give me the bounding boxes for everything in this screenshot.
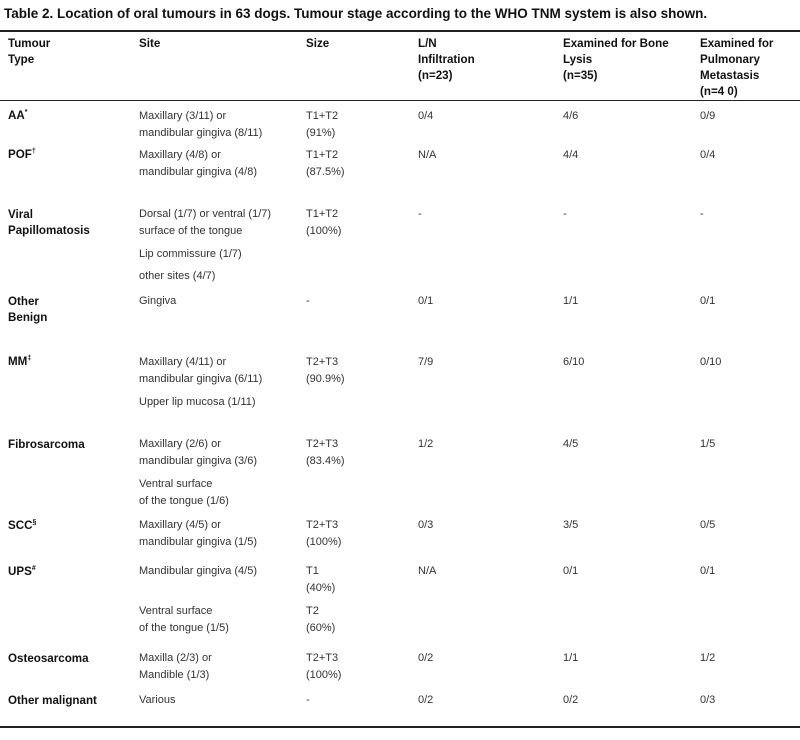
table-row-site: Mandibular gingiva (4/5) [139, 565, 258, 577]
table-row-bone: 6/10 [563, 356, 585, 368]
table-row-site-extra: Ventral surface of the tongue (1/6) [139, 478, 229, 507]
table-row-type: SCC§ [8, 519, 37, 532]
table-row-site: Various [139, 694, 176, 706]
table-row-site-extra: Ventral surface of the tongue (1/5) [139, 605, 229, 634]
table-row-ln: 7/9 [418, 356, 434, 368]
table-row-pulm: 0/5 [700, 519, 716, 531]
table-row-pulm: 0/9 [700, 110, 716, 122]
table-row-type: Fibrosarcoma [8, 438, 85, 451]
table-row-pulm: 0/3 [700, 694, 716, 706]
table-row-bone: 4/5 [563, 438, 579, 450]
table-row-size: T2+T3 (83.4%) [306, 438, 345, 467]
table-row-bone: 3/5 [563, 519, 579, 531]
table-row-size: - [306, 694, 310, 706]
table-row-site: Maxillary (4/5) or mandibular gingiva (1… [139, 519, 258, 548]
table-row-pulm: 0/1 [700, 295, 716, 307]
table-row-type: MM‡ [8, 355, 32, 368]
table-row-site: Maxillary (4/8) or mandibular gingiva (4… [139, 149, 258, 178]
table-caption: Table 2. Location of oral tumours in 63 … [4, 6, 708, 21]
table-row-size: T2+T3 (100%) [306, 652, 342, 681]
table-row-site-extra: other sites (4/7) [139, 270, 216, 282]
table-row-bone: 4/4 [563, 149, 579, 161]
table-row-site: Maxilla (2/3) or Mandible (1/3) [139, 652, 212, 681]
table-row-pulm: 0/1 [700, 565, 716, 577]
table-row-ln: 0/1 [418, 295, 434, 307]
table-row-size-extra: T2 (60%) [306, 605, 336, 634]
header-bone-lysis: Examined for Bone Lysis (n=35) [563, 37, 669, 82]
table-row-bone: 0/1 [563, 565, 579, 577]
table-row-size: T1+T2 (87.5%) [306, 149, 345, 178]
table-row-bone: 1/1 [563, 652, 579, 664]
table-row-type: UPS# [8, 565, 36, 578]
table-row-size: T2+T3 (90.9%) [306, 356, 345, 385]
header-rule [0, 100, 800, 101]
table-row-ln: N/A [418, 149, 437, 161]
header-ln-infiltration: L/N Infiltration (n=23) [418, 37, 475, 82]
table-row-ln: 0/3 [418, 519, 434, 531]
table-row-pulm: 1/5 [700, 438, 716, 450]
top-rule [0, 30, 800, 32]
table-row-ln: 0/2 [418, 694, 434, 706]
table-row-size: T1+T2 (91%) [306, 110, 339, 139]
table-row-pulm: - [700, 208, 704, 220]
bottom-rule [0, 726, 800, 728]
header-size: Size [306, 37, 330, 50]
table-row-pulm: 0/4 [700, 149, 716, 161]
table-row-size: T1+T2 (100%) [306, 208, 342, 237]
table-row-type: POF† [8, 148, 36, 161]
table-row-type: Viral Papillomatosis [8, 208, 90, 237]
table-row-site-extra: Upper lip mucosa (1/11) [139, 396, 256, 408]
table-row-ln: 0/2 [418, 652, 434, 664]
table-row-bone: 4/6 [563, 110, 579, 122]
table-row-site: Gingiva [139, 295, 177, 307]
header-site: Site [139, 37, 161, 50]
table-row-site-extra: Lip commissure (1/7) [139, 248, 242, 260]
table-row-site: Dorsal (1/7) or ventral (1/7) surface of… [139, 208, 272, 237]
table-row-ln: N/A [418, 565, 437, 577]
table-row-site: Maxillary (2/6) or mandibular gingiva (3… [139, 438, 258, 467]
table-row-type: Osteosarcoma [8, 652, 89, 665]
table-row-ln: 0/4 [418, 110, 434, 122]
table-row-bone: 1/1 [563, 295, 579, 307]
table-row-ln: 1/2 [418, 438, 434, 450]
table-row-ln: - [418, 208, 422, 220]
table-row-size: - [306, 295, 310, 307]
table-row-type: Other Benign [8, 295, 48, 324]
header-pulmonary-metastasis: Examined for Pulmonary Metastasis (n=4 0… [700, 37, 774, 98]
table-row-type: Other malignant [8, 694, 97, 707]
table-row-site: Maxillary (3/11) or mandibular gingiva (… [139, 110, 263, 139]
table-row-bone: 0/2 [563, 694, 579, 706]
table-row-size: T2+T3 (100%) [306, 519, 342, 548]
header-tumour-type: Tumour Type [8, 37, 51, 66]
table-row-pulm: 1/2 [700, 652, 716, 664]
table-row-pulm: 0/10 [700, 356, 722, 368]
table-row-type: AA* [8, 109, 28, 122]
table-row-size: T1 (40%) [306, 565, 336, 594]
table-row-site: Maxillary (4/11) or mandibular gingiva (… [139, 356, 263, 385]
table-row-bone: - [563, 208, 567, 220]
